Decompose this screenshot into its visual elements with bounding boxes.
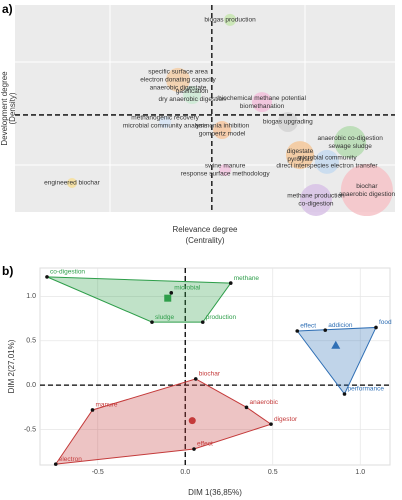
bubble	[67, 178, 77, 189]
theme-label: pyrolysis	[287, 156, 313, 163]
panel-label: b)	[2, 264, 13, 278]
point-label: electron	[59, 456, 83, 463]
point-label: biochar	[199, 371, 221, 378]
point	[169, 291, 174, 295]
point-label: performance	[348, 386, 385, 393]
bubble	[213, 121, 232, 140]
bubble	[277, 111, 298, 132]
point	[193, 377, 198, 381]
theme-label: methane production	[287, 193, 345, 200]
theme-label: ammonia inhibition	[195, 123, 250, 130]
theme-label: biomethanation	[240, 103, 285, 110]
point-label: effect	[197, 441, 213, 448]
point	[192, 447, 196, 451]
theme-label: biogas upgrading	[263, 119, 313, 126]
point	[244, 405, 249, 410]
bubble	[286, 141, 314, 170]
y-tick-label: 1.0	[26, 293, 36, 300]
panel-label: a)	[2, 2, 13, 16]
cluster-hull	[296, 326, 377, 395]
point-label: addicion	[328, 322, 353, 329]
point	[200, 320, 205, 324]
bubble	[299, 183, 332, 216]
point-label: effect	[300, 323, 316, 330]
bubble	[334, 126, 367, 159]
theme-label: anaerobic digestion	[339, 191, 396, 198]
x-axis-label: (Centrality)	[185, 236, 224, 245]
bubble	[219, 163, 232, 176]
bubble	[159, 115, 172, 128]
y-tick-label: 0.0	[26, 382, 36, 389]
x-tick-label: 0.5	[268, 469, 278, 476]
panel-b-background	[39, 267, 391, 466]
point-label: manure	[96, 402, 118, 409]
y-tick-label: 0.5	[26, 338, 36, 345]
panel-a-background	[15, 5, 395, 212]
point	[323, 328, 328, 332]
point	[45, 275, 49, 279]
theme-label: biogas production	[204, 17, 256, 24]
theme-label: dry anaerobic digestion	[158, 96, 226, 103]
centroid	[164, 294, 172, 302]
point-label: anaerobic	[250, 399, 279, 406]
point	[90, 408, 95, 412]
y-tick-label: -0.5	[24, 426, 36, 433]
point	[150, 320, 154, 324]
theme-label: biochar	[356, 183, 378, 190]
theme-label: methanogenic recovery	[131, 115, 199, 122]
theme-label: electron donating capacity	[140, 77, 216, 84]
bubble	[166, 67, 191, 92]
y-axis-label: DIM 2(27,01%)	[7, 339, 16, 393]
theme-label: biochemical methane potential	[218, 95, 306, 102]
theme-label: swine manure	[205, 163, 246, 170]
theme-label: anaerobic co-digestion	[317, 135, 383, 142]
bubble	[183, 86, 202, 105]
bubble	[224, 13, 237, 26]
theme-label: engineered biochar	[44, 180, 100, 187]
x-tick-label: 1.0	[355, 469, 365, 476]
point	[374, 325, 378, 330]
theme-label: sewage sludge	[328, 143, 372, 150]
theme-label: microbial community analysis	[123, 123, 208, 130]
x-axis-label: Relevance degree	[173, 225, 238, 234]
point	[269, 422, 273, 426]
point	[53, 462, 58, 466]
point-label: food	[379, 319, 392, 326]
theme-label: gompertz model	[199, 131, 246, 138]
theme-label: direct interspecies electron transfer	[276, 163, 378, 170]
point	[342, 392, 347, 396]
bubble	[314, 149, 339, 174]
point-label: microbial	[174, 285, 201, 292]
centroid	[188, 417, 196, 425]
bubble	[340, 164, 393, 217]
theme-label: response surface methodology	[181, 171, 271, 178]
centroid	[331, 340, 341, 349]
x-tick-label: -0.5	[92, 469, 104, 476]
y-axis-label: (Density)	[8, 92, 17, 124]
theme-label: co-digestion	[298, 201, 333, 208]
theme-label: microbial community	[297, 155, 357, 162]
theme-label: digestate	[287, 148, 314, 155]
theme-label: gasification	[176, 88, 209, 95]
point	[228, 281, 233, 285]
point	[295, 329, 300, 333]
theme-label: specific surface area	[148, 69, 208, 76]
x-axis-label: DIM 1(36,85%)	[188, 488, 242, 497]
point-label: digestor	[274, 416, 298, 423]
point-label: sludge	[155, 314, 175, 321]
bubble	[252, 92, 272, 113]
theme-label: anaerobic digestate	[150, 85, 207, 92]
point-label: production	[206, 314, 237, 321]
y-axis-label: Development degree	[0, 71, 9, 146]
point-label: methane	[234, 275, 260, 282]
point-label: co-digestion	[50, 269, 85, 276]
x-tick-label: 0.0	[180, 469, 190, 476]
